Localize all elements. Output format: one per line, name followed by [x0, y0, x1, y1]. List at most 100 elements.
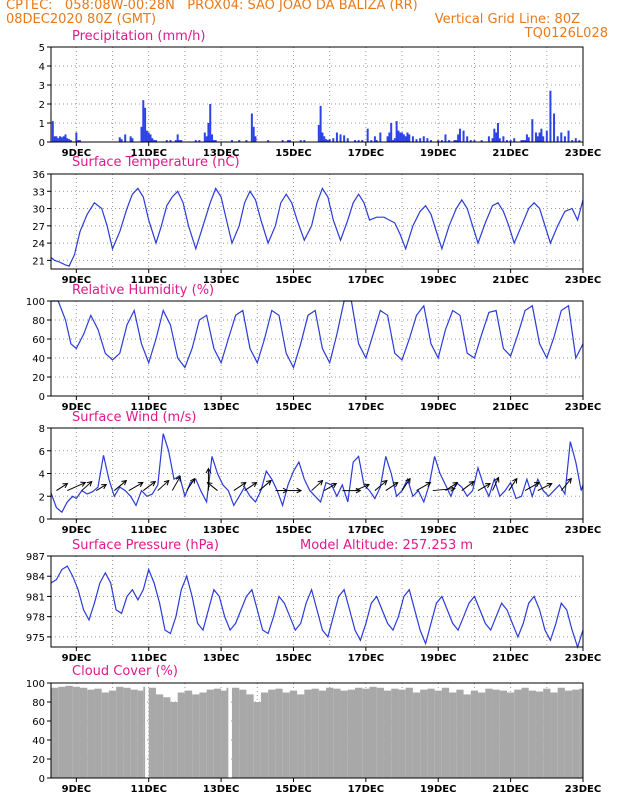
cloud-area-segment	[221, 690, 227, 778]
precip-bar	[147, 132, 150, 142]
rh-ytick-label: 40	[32, 354, 45, 365]
cloud-area-segment	[72, 686, 80, 778]
precip-bar	[458, 128, 461, 142]
wind-vector-head	[331, 483, 338, 489]
rh-xtick-label: 23DEC	[565, 402, 601, 413]
precip-bar	[496, 123, 499, 142]
precip-ytick-label: 1	[39, 119, 45, 130]
wind-ytick-label: 4	[39, 470, 45, 481]
precip-bar	[415, 139, 418, 142]
cloud-area-segment	[478, 692, 486, 778]
cloud-area-segment	[137, 690, 144, 778]
precip-bar	[493, 128, 496, 142]
precip-bar	[321, 132, 324, 142]
precip-bar	[386, 136, 389, 142]
precip-bar	[319, 105, 322, 142]
precip-bar	[154, 140, 157, 142]
cloud-area-segment	[192, 694, 200, 778]
rh-xtick-label: 9DEC	[62, 402, 91, 413]
wind-vector-head	[175, 475, 181, 482]
wind-vector-shaft	[233, 482, 247, 491]
precip-bar	[140, 126, 143, 142]
precip-bar	[411, 136, 414, 142]
precip-bar	[281, 140, 284, 142]
cloud-area-segment	[463, 694, 471, 778]
wind-vector-head	[150, 480, 157, 487]
wind-xtick-label: 21DEC	[492, 525, 528, 536]
precip-bar	[323, 136, 326, 142]
model-altitude-annotation: Model Altitude: 257.253 m	[300, 538, 474, 553]
precip-bar	[397, 130, 400, 142]
precip-bar	[252, 126, 255, 142]
precip-bar	[509, 140, 512, 142]
precip-bar	[53, 136, 56, 142]
rh-series-line	[51, 300, 584, 370]
cloud-xtick-label: 21DEC	[492, 784, 528, 795]
wind-vector-head	[546, 482, 553, 488]
wind-xtick-label: 9DEC	[62, 525, 91, 536]
cloud-area-segment	[405, 687, 413, 778]
wind-vector-head	[485, 483, 491, 489]
precip-bar	[180, 140, 183, 142]
precip-bar	[524, 140, 527, 142]
precip-ytick-label: 0	[39, 138, 45, 149]
cloud-area-segment	[289, 690, 298, 778]
pres-xtick-label: 21DEC	[492, 653, 528, 664]
cloud-xtick-label: 15DEC	[275, 784, 311, 795]
wind-vector-shaft	[461, 481, 475, 491]
cloud-area-segment	[143, 686, 146, 778]
wind-vector-head	[251, 481, 258, 488]
wind-vector-shaft	[142, 481, 156, 491]
wind-vector-shaft	[186, 478, 196, 491]
precip-bar	[60, 137, 63, 142]
precip-bar	[480, 140, 483, 142]
rh-xtick-label: 21DEC	[492, 402, 528, 413]
precip-bar	[453, 140, 456, 142]
precip-bar	[303, 140, 306, 142]
precip-bar	[250, 113, 253, 142]
cloud-area-segment	[333, 688, 341, 778]
pres-ytick-label: 981	[26, 592, 45, 603]
wind-frame	[50, 427, 584, 520]
precip-bar	[149, 134, 152, 142]
wind-vector-head	[86, 480, 93, 487]
precip-bar	[75, 132, 78, 142]
rh-xtick-label: 17DEC	[348, 402, 384, 413]
rh-ytick-label: 60	[32, 335, 45, 346]
wind-vector-shaft	[508, 478, 518, 491]
cloud-ytick-label: 0	[39, 774, 45, 785]
wind-xtick-label: 15DEC	[275, 525, 311, 536]
header-model-id: TQ0126L028	[524, 26, 608, 41]
precip-bar	[267, 140, 270, 142]
precip-bar	[124, 134, 127, 142]
precip-bar	[402, 134, 405, 142]
cloud-area-segment	[449, 692, 457, 778]
temp-xtick-label: 9DEC	[62, 275, 91, 286]
wind-vector-head	[282, 487, 289, 494]
cloud-area-segment	[155, 694, 164, 778]
wind-vector-head	[296, 487, 303, 494]
cloud-area-segment	[239, 689, 247, 778]
rh-xtick-label: 13DEC	[203, 402, 239, 413]
cloud-area-segment	[184, 690, 193, 778]
wind-xtick-label: 19DEC	[420, 525, 456, 536]
wind-vector-shaft	[537, 483, 552, 492]
wind-vector-head	[163, 479, 170, 486]
title-relative-humidity: Relative Humidity (%)	[72, 283, 215, 298]
precip-xtick-label: 9DEC	[62, 148, 91, 159]
precip-bar	[178, 140, 181, 142]
precip-bar	[440, 140, 443, 142]
cloud-area-segment	[148, 687, 156, 778]
precip-bar	[207, 123, 210, 142]
wind-ytick-label: 6	[39, 447, 45, 458]
precip-bar	[68, 139, 71, 142]
wind-vector-head	[206, 481, 213, 488]
cloud-area-segment	[521, 687, 529, 778]
cloud-area-segment	[391, 688, 399, 778]
precip-bar	[448, 140, 451, 142]
precip-xtick-label: 11DEC	[131, 148, 167, 159]
header-grid-line-info: Vertical Grid Line: 80Z	[434, 12, 580, 27]
precip-bar	[522, 140, 525, 142]
temp-xtick-label: 19DEC	[420, 275, 456, 286]
